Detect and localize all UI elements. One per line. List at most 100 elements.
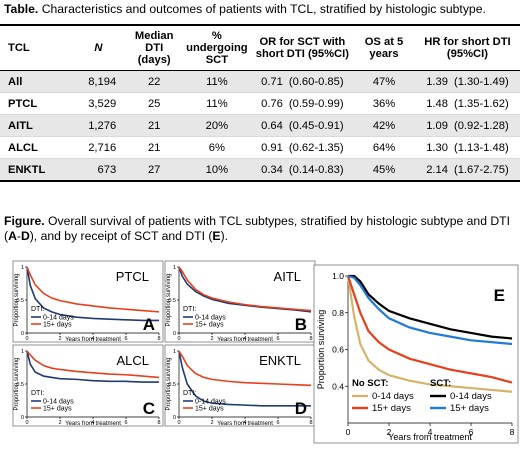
cell-or-ci: (0.62-1.35) bbox=[288, 141, 344, 154]
cell-tcl-value: All bbox=[8, 75, 23, 88]
cell-dti: 25 bbox=[126, 92, 183, 115]
cell-n-value: 3,529 bbox=[88, 97, 117, 110]
cell-dti: 22 bbox=[126, 70, 183, 93]
cell-sct: 10% bbox=[182, 158, 252, 182]
x-tick-label: 4 bbox=[428, 427, 433, 437]
panel-b: 0 0.5 1 0 2 4 6 8 Proportion surviving Years from… bbox=[164, 260, 316, 343]
header-or: OR for SCT with short DTI (95%CI) bbox=[251, 24, 354, 71]
table-row: AITL 1,276 21 20% 0.64 (0.45-0.91) 42% 1.09 (0.9… bbox=[0, 114, 520, 137]
y-axis-title: Proportion surviving bbox=[166, 357, 172, 410]
cell-hr: 1.09 (0.92-1.28) bbox=[414, 114, 520, 137]
x-tick-label: 6 bbox=[276, 420, 279, 426]
x-tick-label: 8 bbox=[510, 427, 515, 437]
series-nosct-long bbox=[346, 275, 513, 384]
y-tick-label: 1 bbox=[21, 349, 24, 355]
cell-hr-ci: (1.13-1.48) bbox=[453, 141, 509, 154]
panel-letter: B bbox=[295, 315, 307, 334]
cell-n: 673 bbox=[70, 158, 127, 182]
y-tick-label: 0 bbox=[173, 331, 176, 337]
figure-caption-dash: - bbox=[16, 229, 21, 243]
series-line-long-dti bbox=[178, 266, 312, 312]
cell-or: 0.91 (0.62-1.35) bbox=[251, 136, 354, 159]
y-axis-title: Proportion surviving bbox=[14, 273, 20, 326]
cell-sct-value: 6% bbox=[208, 141, 225, 154]
table-header-row: TCL N Median DTI (days) % undergoing SCT… bbox=[0, 24, 520, 71]
x-tick-label: 4 bbox=[91, 336, 94, 342]
x-tick-label: 4 bbox=[91, 420, 94, 426]
cell-os-value: 47% bbox=[372, 75, 396, 88]
series-sct-long bbox=[347, 274, 513, 346]
y-tick-label: 1.0 bbox=[332, 271, 344, 281]
cell-n: 2,716 bbox=[70, 136, 127, 159]
x-tick-label: 6 bbox=[469, 427, 474, 437]
x-axis-title: Years from treatment bbox=[217, 337, 273, 343]
cell-n-value: 8,194 bbox=[88, 75, 117, 88]
panel-d: 0 0.5 1 0 2 4 6 8 Proportion surviving Years from… bbox=[164, 344, 316, 427]
cell-or: 0.76 (0.59-0.99) bbox=[251, 92, 354, 115]
cell-os-value: 42% bbox=[372, 119, 396, 132]
figure-caption-text: Overall survival of patients with TCL su… bbox=[4, 214, 511, 243]
cell-hr-ci: (0.92-1.28) bbox=[453, 119, 509, 132]
cell-or-value: 0.34 bbox=[261, 163, 283, 176]
cell-or-value: 0.71 bbox=[261, 75, 283, 88]
header-hr: HR for short DTI (95%CI) bbox=[414, 24, 520, 71]
figure-caption-text-3: ). bbox=[220, 229, 229, 243]
header-dti: Median DTI (days) bbox=[126, 24, 183, 71]
cell-sct-value: 11% bbox=[206, 75, 228, 88]
legend-label-long: 15+ days bbox=[195, 322, 224, 329]
series-line-long-dti bbox=[26, 350, 160, 379]
series-sct-short bbox=[348, 274, 513, 340]
figure-caption-panel-d: D bbox=[20, 229, 30, 243]
panel-letter: A bbox=[143, 315, 155, 334]
cell-os-value: 45% bbox=[372, 163, 396, 176]
cell-tcl: ALCL bbox=[0, 136, 71, 159]
legend-label-short: 0-14 days bbox=[195, 315, 226, 322]
x-tick-label: 4 bbox=[243, 420, 246, 426]
header-tcl: TCL bbox=[0, 24, 71, 71]
x-tick-label: 8 bbox=[157, 336, 160, 342]
cell-os: 64% bbox=[353, 136, 415, 159]
cell-n: 8,194 bbox=[70, 70, 127, 93]
cell-hr: 1.48 (1.35-1.62) bbox=[414, 92, 520, 115]
cell-dti-value: 21 bbox=[147, 119, 161, 132]
cell-os-value: 64% bbox=[372, 141, 396, 154]
series-line-long-dti bbox=[178, 350, 312, 387]
cell-n-value: 673 bbox=[97, 163, 117, 176]
y-tick-label: 1 bbox=[173, 349, 176, 355]
cell-hr-ci: (1.67-2.75) bbox=[453, 163, 509, 176]
x-tick-label: 2 bbox=[58, 420, 61, 426]
series-line-short-dti bbox=[26, 350, 159, 383]
cell-hr-value: 1.39 bbox=[426, 75, 448, 88]
y-axis-title: Proportion surviving bbox=[14, 357, 20, 410]
x-axis-title: Years from treatment bbox=[388, 432, 472, 442]
legend-label: 15+ days bbox=[450, 403, 489, 414]
cell-dti: 21 bbox=[126, 114, 183, 137]
cell-tcl: All bbox=[0, 70, 71, 93]
cell-dti: 27 bbox=[126, 158, 183, 182]
panel-frame bbox=[164, 344, 316, 427]
legend-header: DTI: bbox=[31, 306, 44, 313]
x-tick-label: 2 bbox=[210, 336, 213, 342]
y-tick-label: 0.4 bbox=[332, 381, 344, 391]
table-caption-text: Characteristics and outcomes of patients… bbox=[38, 2, 486, 16]
legend-label-short: 0-14 days bbox=[195, 399, 226, 406]
y-axis-title: Proportion surviving bbox=[166, 273, 172, 326]
cell-tcl-value: ENKTL bbox=[8, 163, 46, 176]
cell-or: 0.64 (0.45-0.91) bbox=[251, 114, 354, 137]
cell-or: 0.71 (0.60-0.85) bbox=[251, 70, 354, 93]
series-line-long-dti bbox=[26, 266, 160, 313]
series-line-short-dti bbox=[178, 350, 311, 407]
figure-caption: Figure. Overall survival of patients wit… bbox=[4, 214, 516, 244]
cell-tcl-value: ALCL bbox=[8, 141, 38, 154]
panel-letter: C bbox=[143, 399, 155, 418]
legend-header: DTI: bbox=[183, 390, 196, 397]
panel-title: AITL bbox=[274, 269, 301, 284]
header-n: N bbox=[70, 24, 127, 71]
cell-n-value: 2,716 bbox=[88, 141, 117, 154]
table-row: ALCL 2,716 21 6% 0.91 (0.62-1.35) 64% 1.30 (1.13… bbox=[0, 136, 520, 159]
cell-dti: 21 bbox=[126, 136, 183, 159]
x-tick-label: 2 bbox=[210, 420, 213, 426]
legend-header: DTI: bbox=[31, 390, 44, 397]
y-tick-label: 0 bbox=[173, 415, 176, 421]
legend-label: 0-14 days bbox=[450, 391, 492, 402]
